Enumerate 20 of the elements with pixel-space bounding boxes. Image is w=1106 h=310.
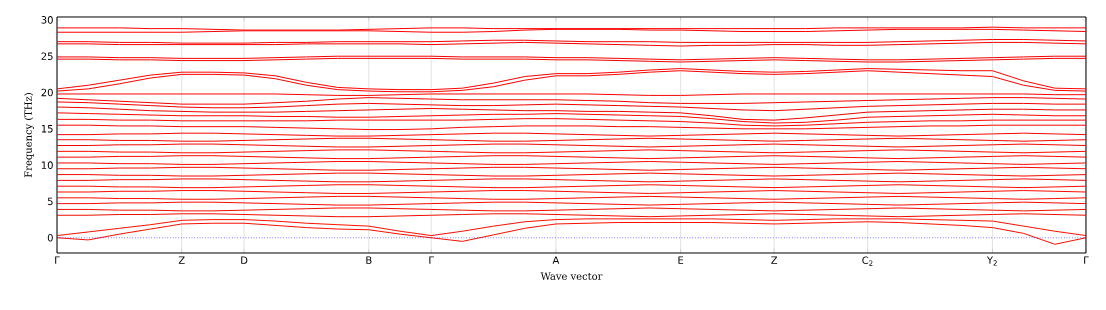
y-tick-label: 0 bbox=[47, 233, 53, 242]
y-axis-title: Frequency (THz) bbox=[24, 93, 34, 178]
x-tick-label: B bbox=[366, 256, 372, 264]
x-tick-label: Γ bbox=[429, 256, 434, 264]
y-tick-label: 5 bbox=[47, 197, 53, 206]
x-tick-label: Y$_{2}$ bbox=[986, 256, 997, 266]
x-tick-label: A bbox=[552, 256, 560, 264]
x-axis-title: Wave vector bbox=[540, 272, 603, 280]
x-tick-label: Γ bbox=[55, 256, 60, 264]
x-tick-label: Z bbox=[771, 256, 778, 264]
x-tick-label: Z bbox=[178, 256, 185, 264]
y-tick-label: 10 bbox=[41, 161, 53, 169]
x-tick-label: C$_{2}$ bbox=[862, 256, 873, 266]
y-tick-label: 25 bbox=[41, 52, 53, 60]
x-tick-label: E bbox=[678, 256, 684, 264]
x-tick-label: D bbox=[241, 256, 248, 264]
y-tick-label: 30 bbox=[41, 16, 53, 24]
x-tick-label: Γ bbox=[1084, 256, 1089, 264]
y-tick-label: 15 bbox=[41, 125, 53, 133]
y-tick-label: 20 bbox=[41, 88, 53, 97]
